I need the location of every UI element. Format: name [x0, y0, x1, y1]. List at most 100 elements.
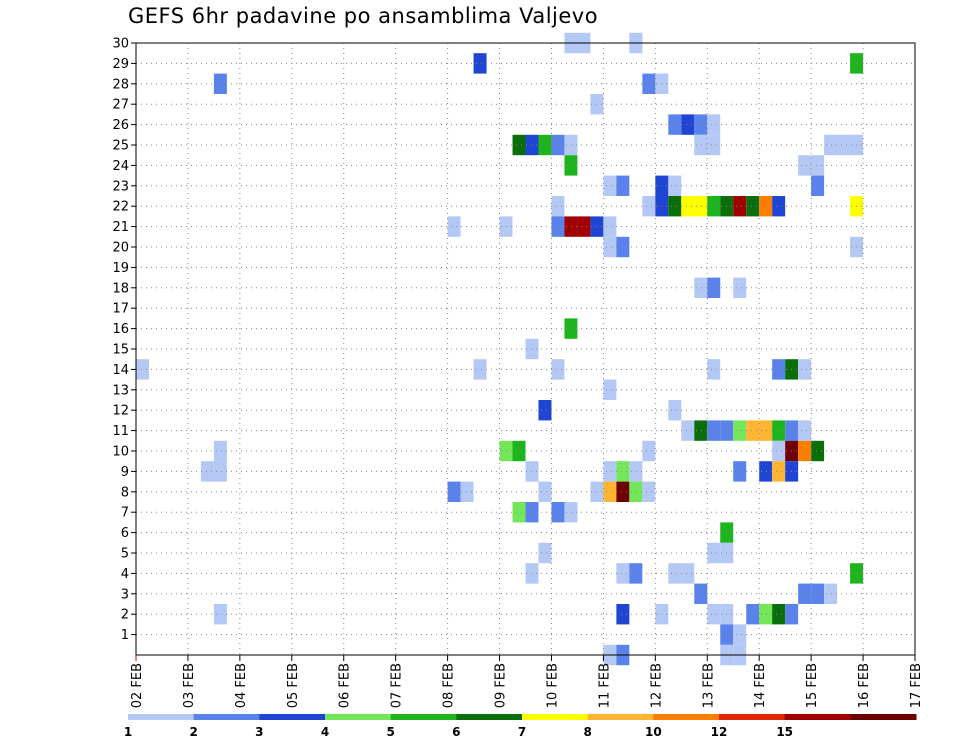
y-tick-label: 14	[112, 363, 129, 378]
x-tick-label: 15 FEB	[805, 663, 820, 708]
legend-swatch	[522, 714, 589, 720]
heatmap-cell	[551, 502, 565, 523]
heatmap-cell	[512, 134, 526, 156]
heatmap-cell	[837, 134, 851, 156]
y-tick-label: 21	[112, 220, 129, 235]
heatmap-cell	[694, 583, 708, 604]
y-tick-label: 18	[112, 281, 129, 296]
heatmap-cell	[512, 502, 526, 523]
heatmap-cell	[551, 134, 565, 156]
heatmap-cell	[772, 461, 786, 482]
x-tick-label: 03 FEB	[182, 663, 197, 708]
heatmap-cell	[538, 400, 552, 421]
legend-label: 15	[776, 725, 793, 739]
y-tick-label: 4	[121, 567, 129, 582]
heatmap-cell	[733, 624, 747, 645]
heatmap-cell	[538, 134, 552, 156]
heatmap-cell	[512, 440, 526, 462]
y-tick-label: 22	[112, 200, 129, 215]
heatmap-cell	[707, 604, 721, 625]
x-tick-label: 07 FEB	[390, 663, 405, 708]
heatmap-cell	[707, 359, 721, 380]
y-tick-label: 11	[112, 424, 129, 439]
x-tick-label: 16 FEB	[857, 663, 872, 708]
heatmap-cell	[642, 481, 656, 502]
heatmap-cell	[694, 420, 708, 441]
legend-swatch	[784, 714, 851, 720]
heatmap-cell	[694, 277, 708, 298]
y-tick-label: 24	[112, 159, 129, 174]
heatmap-cell	[694, 114, 708, 135]
heatmap-cell	[616, 236, 630, 258]
heatmap-cell	[694, 196, 708, 217]
y-tick-label: 9	[121, 465, 129, 480]
y-tick-label: 15	[112, 343, 129, 358]
grid-layer	[136, 43, 915, 655]
heatmap-cell	[772, 359, 786, 380]
y-tick-label: 20	[112, 241, 129, 256]
heatmap-cell	[668, 175, 682, 196]
legend-label: 3	[255, 725, 263, 739]
heatmap-cell	[642, 440, 656, 462]
x-tick-label: 17 FEB	[909, 663, 924, 708]
heatmap-cell	[681, 563, 695, 584]
heatmap-cell	[759, 461, 773, 482]
heatmap-cell	[616, 604, 630, 625]
heatmap-cell	[798, 420, 812, 441]
y-tick-label: 23	[112, 179, 129, 194]
heatmap-cell	[668, 400, 682, 421]
heatmap-cell	[733, 277, 747, 298]
heatmap-cell	[707, 196, 721, 217]
heatmap-cell	[603, 175, 617, 196]
heatmap-cell	[564, 502, 578, 523]
legend-label: 5	[386, 725, 394, 739]
heatmap-cell	[681, 114, 695, 135]
heatmap-cell	[213, 440, 227, 462]
heatmap-cell	[136, 359, 149, 380]
legend-label: 7	[518, 725, 526, 739]
y-tick-label: 19	[112, 261, 129, 276]
x-tick-label: 10 FEB	[545, 663, 560, 708]
heatmap-cell	[564, 318, 578, 339]
heatmap-cell	[538, 542, 552, 564]
x-axis: 02 FEB 03 FEB 04 FEB 05 FEB 06 FEB 07 FEB 08 F…	[130, 655, 924, 708]
heatmap-cell	[707, 134, 721, 156]
heatmap-cell	[668, 114, 682, 135]
heatmap-cell	[460, 481, 474, 502]
heatmap-cell	[694, 134, 708, 156]
x-tick-label: 14 FEB	[753, 663, 768, 708]
heatmap-cell	[642, 73, 656, 94]
heatmap-cell	[616, 481, 630, 502]
legend-label: 12	[711, 725, 728, 739]
x-tick-label: 02 FEB	[130, 663, 145, 708]
heatmap-cell	[798, 359, 812, 380]
y-tick-label: 1	[121, 628, 129, 643]
y-tick-label: 3	[121, 587, 129, 602]
heatmap-cell	[681, 196, 695, 217]
heatmap-cell	[629, 563, 643, 584]
heatmap-cell	[577, 216, 591, 237]
heatmap-cell	[746, 420, 760, 441]
legend-swatch	[325, 714, 392, 720]
heatmap-cell	[447, 216, 461, 237]
y-tick-label: 30	[112, 37, 129, 52]
heatmap-cell	[616, 175, 630, 196]
heatmap-cell	[603, 461, 617, 482]
x-tick-label: 09 FEB	[494, 663, 509, 708]
x-tick-label: 11 FEB	[597, 663, 612, 708]
legend-swatch	[456, 714, 523, 720]
heatmap-cell	[707, 114, 721, 135]
heatmap-cell	[733, 420, 747, 441]
heatmap-cell	[200, 461, 214, 482]
heatmap-cell	[538, 481, 552, 502]
heatmap-cell	[798, 440, 812, 462]
legend-swatch	[850, 714, 917, 720]
y-tick-label: 12	[112, 404, 129, 419]
y-tick-label: 25	[112, 139, 129, 154]
y-tick-label: 10	[112, 445, 129, 460]
y-tick-label: 13	[112, 383, 129, 398]
heatmap-cell	[629, 461, 643, 482]
x-tick-label: 12 FEB	[649, 663, 664, 708]
color-legend: 1 2 3 4 5 6 7 8 10 12 15	[124, 714, 917, 739]
legend-swatch	[128, 714, 195, 720]
